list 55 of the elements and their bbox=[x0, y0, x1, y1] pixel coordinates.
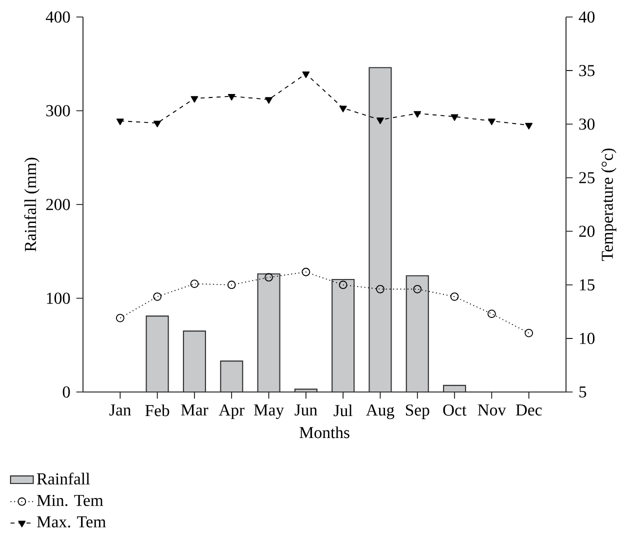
y-axis-title: Rainfall (mm) bbox=[24, 158, 40, 252]
y2-tick-label: 5 bbox=[579, 386, 586, 398]
point bbox=[302, 268, 310, 276]
x-tick-label: May bbox=[254, 404, 284, 419]
y2-tick-label: 25 bbox=[579, 172, 595, 184]
legend-label: Max. Tem bbox=[36, 516, 106, 528]
point bbox=[228, 94, 236, 100]
point bbox=[116, 314, 124, 322]
legend-label: Rainfall bbox=[36, 472, 90, 484]
x-tick-label: Aug bbox=[366, 404, 394, 420]
point bbox=[525, 122, 533, 130]
y-tick-label: 300 bbox=[46, 105, 70, 116]
x-tick-label: Nov bbox=[478, 404, 506, 416]
point bbox=[190, 280, 199, 288]
y2-tick-label: 40 bbox=[578, 11, 595, 23]
point bbox=[153, 292, 162, 301]
y-tick-label: 0 bbox=[62, 386, 70, 398]
point bbox=[190, 96, 198, 103]
point bbox=[338, 280, 348, 290]
point bbox=[116, 118, 124, 126]
x-axis-title: Months bbox=[300, 426, 350, 438]
x-tick-label: Feb bbox=[145, 404, 170, 416]
point bbox=[376, 118, 384, 124]
point bbox=[302, 71, 310, 78]
point bbox=[488, 118, 496, 126]
y-tick-label: 400 bbox=[46, 11, 70, 23]
point bbox=[376, 284, 384, 294]
x-tick-label: Sep bbox=[406, 404, 430, 420]
point bbox=[414, 111, 422, 118]
y2-tick-label: 15 bbox=[580, 279, 595, 290]
y2-tick-label: 10 bbox=[580, 332, 595, 344]
point bbox=[339, 106, 347, 112]
y-tick-label: 200 bbox=[46, 198, 70, 210]
point bbox=[265, 97, 272, 104]
y2-tick-label: 30 bbox=[579, 118, 595, 130]
x-tick-label: Jan bbox=[109, 404, 132, 416]
x-tick-label: Jun bbox=[294, 404, 318, 416]
x-tick-label: Apr bbox=[218, 404, 244, 420]
legend-label: Min. Tem bbox=[36, 494, 104, 506]
y2-axis-title: Temperature (°c) bbox=[601, 148, 616, 261]
point bbox=[450, 114, 458, 121]
x-tick-label: Mar bbox=[181, 404, 208, 416]
x-tick-label: Dec bbox=[516, 404, 542, 416]
point bbox=[154, 120, 162, 128]
point bbox=[413, 284, 422, 294]
y2-tick-label: 35 bbox=[579, 64, 595, 76]
point bbox=[524, 328, 534, 338]
point bbox=[450, 292, 459, 301]
point bbox=[227, 280, 236, 290]
x-tick-label: Jul bbox=[334, 404, 352, 416]
x-tick-label: Oct bbox=[443, 404, 466, 416]
y-tick-label: 100 bbox=[46, 292, 70, 304]
point bbox=[264, 273, 273, 282]
y2-tick-label: 20 bbox=[579, 226, 595, 237]
point bbox=[487, 310, 496, 318]
